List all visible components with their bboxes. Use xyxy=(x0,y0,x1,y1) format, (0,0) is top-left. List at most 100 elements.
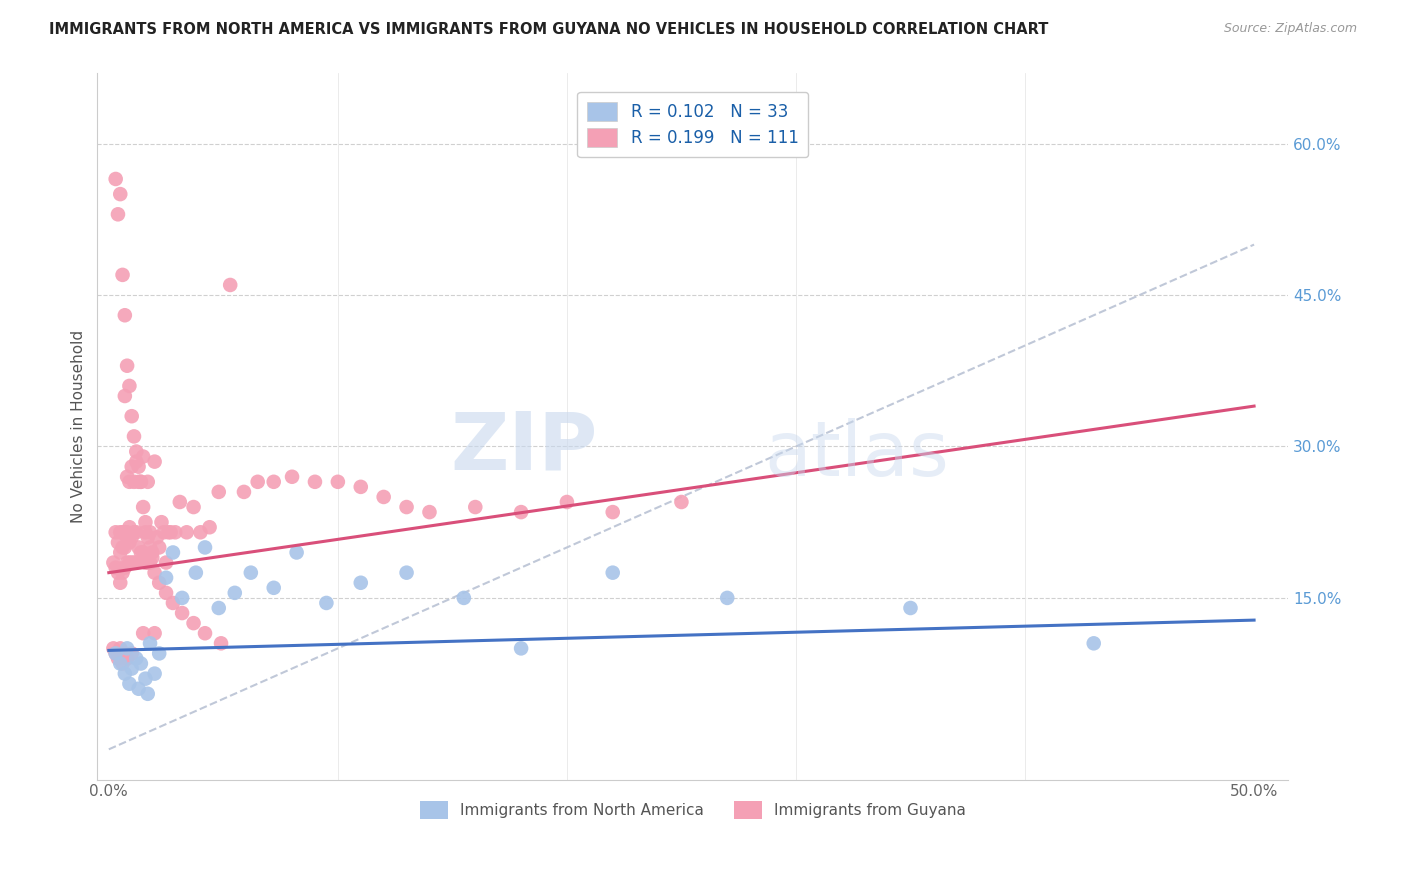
Point xyxy=(464,500,486,514)
Point xyxy=(209,636,232,650)
Point xyxy=(129,475,152,489)
Point xyxy=(132,500,155,514)
Point xyxy=(125,525,148,540)
Point xyxy=(143,626,166,640)
Point xyxy=(115,359,138,373)
Point xyxy=(104,525,127,540)
Point xyxy=(114,525,136,540)
Point xyxy=(121,662,143,676)
Point xyxy=(114,541,136,555)
Point xyxy=(128,681,150,696)
Text: atlas: atlas xyxy=(765,417,949,491)
Point xyxy=(118,520,141,534)
Point xyxy=(183,616,205,631)
Point xyxy=(184,566,207,580)
Point xyxy=(155,586,177,600)
Point xyxy=(110,545,132,559)
Point xyxy=(132,626,155,640)
Point xyxy=(114,666,136,681)
Point xyxy=(121,530,143,544)
Point xyxy=(115,651,138,665)
Point xyxy=(139,525,162,540)
Point xyxy=(233,484,256,499)
Point xyxy=(148,575,170,590)
Point xyxy=(602,566,624,580)
Point xyxy=(136,556,159,570)
Point xyxy=(125,455,148,469)
Point xyxy=(115,641,138,656)
Point xyxy=(121,556,143,570)
Point xyxy=(143,566,166,580)
Point xyxy=(121,409,143,424)
Point xyxy=(110,187,132,202)
Text: Source: ZipAtlas.com: Source: ZipAtlas.com xyxy=(1223,22,1357,36)
Point xyxy=(136,475,159,489)
Point xyxy=(122,525,145,540)
Point xyxy=(143,455,166,469)
Point xyxy=(141,550,163,565)
Point xyxy=(110,657,132,671)
Point xyxy=(152,525,174,540)
Point xyxy=(285,545,308,559)
Point xyxy=(510,641,533,656)
Point xyxy=(118,535,141,549)
Point xyxy=(183,500,205,514)
Text: IMMIGRANTS FROM NORTH AMERICA VS IMMIGRANTS FROM GUYANA NO VEHICLES IN HOUSEHOLD: IMMIGRANTS FROM NORTH AMERICA VS IMMIGRA… xyxy=(49,22,1049,37)
Point xyxy=(150,515,173,529)
Point xyxy=(139,556,162,570)
Point xyxy=(418,505,440,519)
Point xyxy=(176,525,198,540)
Point xyxy=(148,647,170,661)
Point xyxy=(125,556,148,570)
Point xyxy=(128,475,150,489)
Point xyxy=(281,469,304,483)
Point xyxy=(104,560,127,574)
Point xyxy=(350,575,373,590)
Point xyxy=(122,429,145,443)
Point xyxy=(103,641,125,656)
Point xyxy=(194,541,217,555)
Point xyxy=(132,450,155,464)
Point xyxy=(122,556,145,570)
Point xyxy=(107,207,129,221)
Point xyxy=(139,541,162,555)
Point xyxy=(304,475,326,489)
Point xyxy=(115,556,138,570)
Point xyxy=(115,469,138,483)
Point xyxy=(103,556,125,570)
Point xyxy=(169,495,191,509)
Point xyxy=(157,525,180,540)
Point xyxy=(263,475,285,489)
Point xyxy=(104,647,127,661)
Point xyxy=(373,490,395,504)
Point xyxy=(128,459,150,474)
Point xyxy=(198,520,221,534)
Point xyxy=(114,308,136,322)
Point xyxy=(395,500,418,514)
Point xyxy=(326,475,349,489)
Point xyxy=(1083,636,1105,650)
Point xyxy=(129,545,152,559)
Point xyxy=(602,505,624,519)
Point xyxy=(172,591,194,605)
Point xyxy=(134,515,156,529)
Point xyxy=(118,676,141,690)
Point xyxy=(121,647,143,661)
Point xyxy=(110,641,132,656)
Point xyxy=(224,586,246,600)
Point xyxy=(453,591,475,605)
Point xyxy=(121,459,143,474)
Text: ZIP: ZIP xyxy=(450,409,598,486)
Point xyxy=(134,672,156,686)
Point xyxy=(111,541,134,555)
Point xyxy=(118,379,141,393)
Point xyxy=(136,530,159,544)
Point xyxy=(148,541,170,555)
Point xyxy=(114,389,136,403)
Point xyxy=(134,525,156,540)
Point xyxy=(110,525,132,540)
Point xyxy=(155,571,177,585)
Point xyxy=(395,566,418,580)
Point xyxy=(141,545,163,559)
Point xyxy=(134,556,156,570)
